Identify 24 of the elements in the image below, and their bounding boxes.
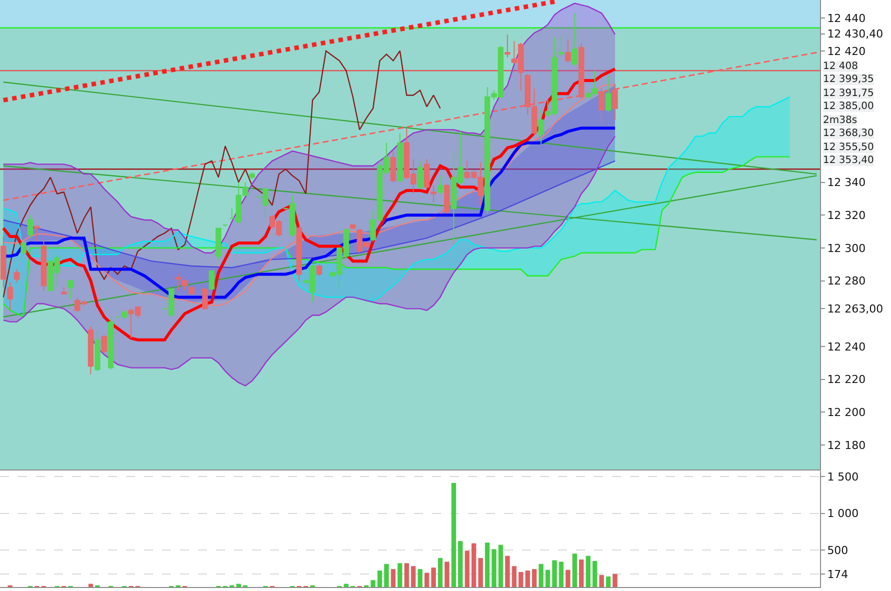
text: 12 408	[823, 61, 858, 72]
y-tick-label: 12 263,00	[827, 302, 884, 316]
y-tick-label: 12 220	[827, 373, 866, 386]
text: 12 368,30	[823, 128, 874, 139]
text: 2m38s	[823, 115, 858, 126]
y-tick-label: 12 420	[827, 44, 866, 58]
text: 12 353,40	[823, 155, 874, 166]
text: 12 385,00	[823, 101, 874, 112]
y-tick-label: 12 300	[827, 242, 866, 255]
y-tick-label: 12 340	[827, 176, 866, 190]
y-tick-label: 12 440	[827, 12, 866, 25]
text: 12 355,50	[823, 142, 874, 153]
y-tick-label: 174	[827, 568, 848, 582]
y-tick-label: 12 240	[827, 340, 866, 354]
y-tick-label: 1 000	[827, 507, 859, 520]
y-tick-label: 12 200	[827, 406, 866, 419]
y-tick-label: 12 320	[827, 208, 866, 222]
text: 12 391,75	[823, 88, 874, 99]
y-tick-label: 500	[827, 544, 848, 558]
y-tick-label: 12 180	[827, 438, 866, 452]
text: 12 399,35	[823, 74, 874, 85]
y-tick-label: 12 280	[827, 274, 866, 288]
y-tick-label: 1 500	[827, 470, 859, 484]
y-tick-label: 12 430,40	[827, 28, 884, 41]
